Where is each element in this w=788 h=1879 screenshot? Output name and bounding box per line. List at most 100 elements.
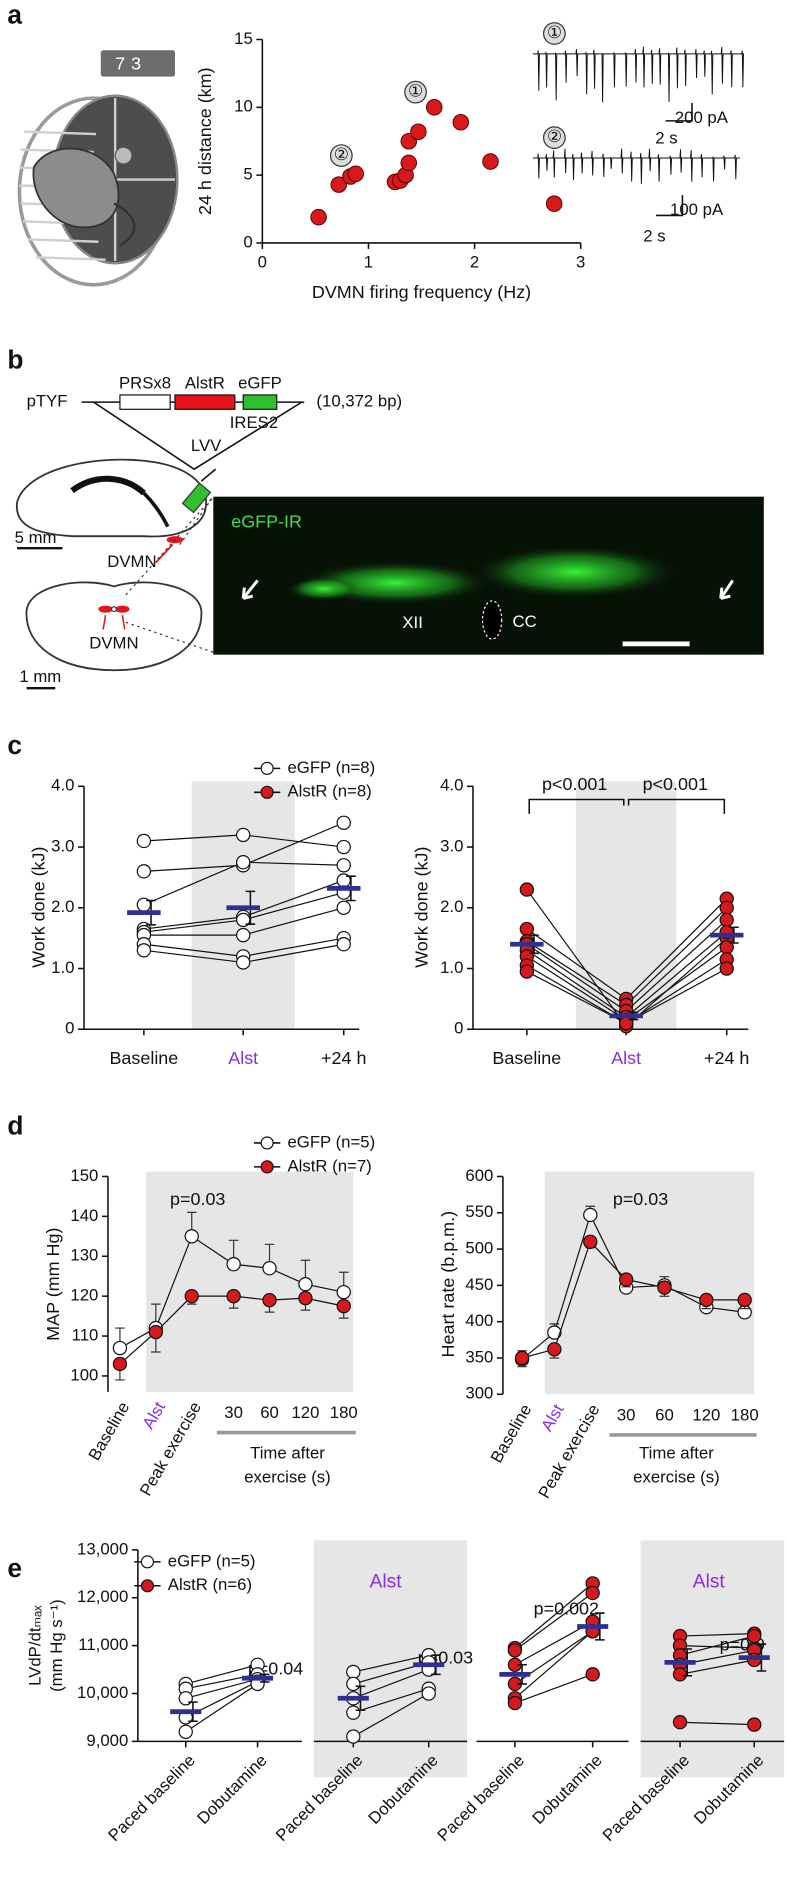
point — [583, 1207, 598, 1223]
dvmn-right — [115, 605, 130, 613]
annotation: p=0.03 — [170, 1189, 225, 1209]
point — [426, 99, 443, 116]
annotation: ② — [547, 127, 562, 146]
point — [347, 165, 364, 183]
subject-line — [514, 1582, 594, 1649]
y-tick-label: 11,000 — [78, 1635, 128, 1654]
linker-label: IRES2 — [230, 413, 278, 432]
y-tick-label: 4.0 — [440, 776, 463, 795]
annotation: ① — [408, 82, 423, 101]
annotation: 200 pA — [675, 108, 729, 127]
fluorescence — [287, 576, 360, 601]
subject-point — [519, 964, 535, 979]
y-axis-label: (mm Hg s⁻¹) — [47, 1599, 66, 1692]
annotation: p<0.001 — [643, 774, 708, 794]
region-label: DVMN — [107, 552, 156, 571]
subject-point — [719, 961, 734, 976]
point — [184, 1288, 199, 1304]
x-tick-label: +24 h — [704, 1048, 749, 1068]
y-tick-label: 130 — [70, 1246, 98, 1265]
legend-marker — [260, 785, 274, 799]
subject-point — [421, 1686, 436, 1701]
x-tick-label: 120 — [291, 1403, 319, 1422]
point — [262, 1261, 277, 1276]
subject-point — [672, 1715, 688, 1730]
subject-point — [719, 900, 734, 915]
y-tick-label: 2.0 — [51, 897, 74, 916]
legend-label: eGFP (n=5) — [168, 1551, 256, 1570]
y-tick-label: 0 — [243, 232, 252, 251]
point-number-ring — [329, 144, 353, 167]
subject-point — [519, 921, 535, 937]
y-axis-label: Work done (kJ) — [411, 847, 431, 968]
canal-outline — [481, 600, 503, 640]
subject-point — [346, 1664, 361, 1680]
y-tick-label: 550 — [465, 1202, 493, 1221]
subject-point — [136, 943, 152, 958]
subject-point — [585, 1667, 600, 1682]
arrow — [102, 615, 126, 630]
y-tick-label: 15 — [234, 29, 253, 48]
scale-label: 5 mm — [15, 528, 57, 547]
dvmn-left — [98, 605, 113, 613]
subject-line — [353, 1654, 429, 1673]
point — [545, 195, 563, 212]
size-label: (10,372 bp) — [316, 392, 402, 411]
subject-point — [236, 827, 251, 843]
x-tick-label: Alst — [611, 1048, 641, 1068]
y-tick-label: 13,000 — [77, 1539, 128, 1558]
annotation: 2 s — [655, 128, 677, 147]
y-tick-label: 4.0 — [51, 776, 74, 795]
panel-label: b — [7, 344, 23, 374]
scale-bar — [656, 195, 684, 217]
point — [112, 1340, 128, 1356]
point — [482, 153, 499, 170]
x-tick-label: 1 — [364, 253, 373, 272]
subject-point — [346, 1676, 361, 1692]
y-tick-label: 1.0 — [51, 958, 74, 977]
coronal-section — [25, 581, 203, 672]
x-tick-label: 60 — [260, 1403, 279, 1422]
y-tick-label: 110 — [72, 1325, 99, 1344]
subject-line — [353, 1668, 429, 1699]
brainstem-tract — [142, 491, 170, 528]
scale-label: 1 mm — [19, 667, 61, 686]
y-axis-label: LVdP/dtₘₐₓ — [26, 1605, 45, 1686]
x-tick-label: +24 h — [321, 1048, 366, 1068]
subject-line — [680, 1721, 755, 1726]
subject-point — [346, 1705, 361, 1720]
x-tick-label: Alst — [139, 1398, 170, 1432]
y-axis-label: Work done (kJ) — [28, 847, 48, 968]
point — [298, 1277, 313, 1292]
y-axis-label: Heart rate (b.p.m.) — [438, 1211, 458, 1358]
subject-line — [185, 1664, 258, 1685]
y-tick-label: 1.0 — [440, 958, 463, 977]
legend-label: AlstR (n=6) — [168, 1575, 252, 1594]
wheel-hub — [114, 146, 133, 165]
subject-point — [236, 955, 251, 970]
reporter-box — [242, 394, 278, 410]
subject-point — [747, 1628, 762, 1644]
construct-diagram: pTYF PRSx8 AlstR eGFP (10,372 bp) IRES2 … — [15, 374, 764, 690]
x-axis-label: exercise (s) — [633, 1467, 720, 1486]
annotation: p=0.002 — [534, 1598, 599, 1618]
arrow — [155, 543, 174, 564]
subject-line — [680, 1645, 755, 1649]
subject-line — [185, 1683, 258, 1733]
counter-box — [100, 50, 175, 77]
y-tick-label: 10,000 — [77, 1683, 128, 1702]
panel-label: d — [7, 1110, 23, 1140]
legend-marker — [140, 1555, 155, 1569]
subject-point — [336, 900, 351, 915]
y-tick-label: 5 — [243, 165, 252, 184]
panel-label: a — [7, 0, 22, 30]
y-tick-label: 100 — [70, 1365, 98, 1384]
subject-point — [585, 1585, 600, 1601]
x-tick-label: Dobutamine — [193, 1751, 270, 1828]
subject-point — [336, 937, 351, 952]
arrow — [719, 579, 734, 600]
trace-number-ring — [543, 126, 566, 150]
fluorescence — [472, 545, 677, 599]
stain-label: eGFP-IR — [231, 512, 302, 532]
x-axis-label: Time after — [639, 1444, 714, 1463]
